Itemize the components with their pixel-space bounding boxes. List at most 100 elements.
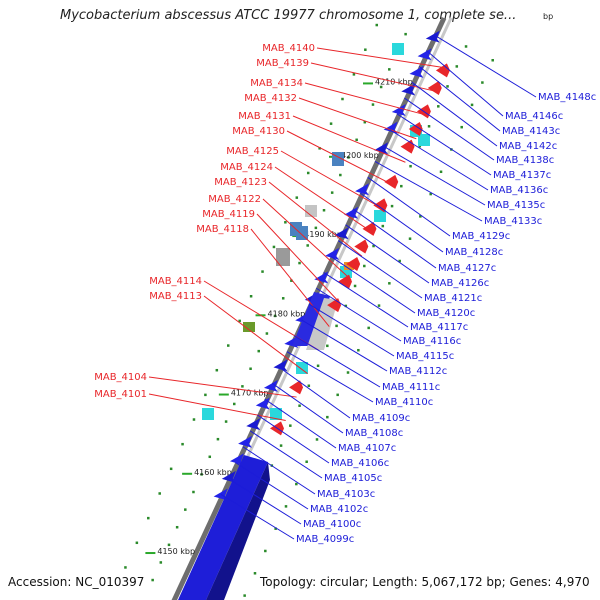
reverse-leader-line [264,398,337,449]
scale-label: 4200 kbp [341,151,379,160]
reverse-gene-label: MAB_4128c [445,247,503,258]
reverse-leader-line [227,478,302,525]
left-dot-track [305,460,308,464]
reverse-gene-arrow [314,271,329,284]
rna-gene-box [374,210,386,222]
forward-leader-line [280,150,384,210]
left-dot-track [398,259,401,263]
reverse-leader-line [367,176,451,237]
reverse-gene-arrow [273,359,288,372]
forward-gene-label: MAB_4132 [244,93,297,104]
forward-gene-arrow [435,63,450,78]
reverse-gene-label: MAB_4107c [338,443,396,454]
right-inner-dot-track [339,173,342,177]
right-inner-dot-track [167,543,171,547]
reverse-leader-line [249,430,323,479]
reverse-gene-label: MAB_4117c [410,322,468,333]
left-dot-track [315,438,319,441]
right-inner-dot-track [233,402,236,406]
reverse-leader-line [257,414,330,464]
pseudogene-block [305,205,317,217]
left-inner-dot-track [446,85,449,88]
reverse-leader-line [293,335,381,388]
forward-gene-arrow [384,174,399,189]
right-inner-dot-track [175,525,179,529]
reverse-gene-arrow [355,183,370,196]
right-dot-track [249,294,253,298]
reverse-leader-line [426,50,504,117]
reverse-leader-line [345,224,430,284]
right-inner-dot-track [281,297,285,300]
feature-box-orange [344,262,354,270]
left-inner-dot-track [372,244,375,248]
left-inner-dot-track [316,364,320,368]
right-inner-dot-track [322,208,326,212]
left-inner-dot-track [390,204,394,208]
forward-leader-line [256,213,341,304]
left-dot-track [336,393,339,397]
reverse-leader-line [411,81,498,147]
rna-gene-box [270,408,282,420]
right-inner-dot-track [216,437,220,441]
left-inner-dot-track [326,344,329,348]
left-dot-track [408,237,412,240]
forward-leader-line [310,62,439,93]
forward-leader-line [250,228,330,327]
forward-leader-line [316,47,449,69]
right-inner-dot-track [241,385,244,388]
left-inner-dot-track [363,264,366,268]
reverse-leader-line [374,161,483,222]
left-inner-dot-track [400,184,403,188]
rna-gene-box [296,362,308,374]
forward-gene-arrow [408,122,423,137]
forward-gene-label: MAB_4123 [214,177,267,188]
left-inner-dot-track [455,65,459,68]
reverse-gene-label: MAB_4146c [505,111,563,122]
reverse-gene-label: MAB_4105c [324,473,382,484]
right-inner-dot-track [208,455,212,459]
right-inner-dot-track [404,32,407,36]
right-dot-track [169,467,173,471]
reverse-gene-arrow [391,104,406,117]
scale-label: 4160 kbp [194,468,232,477]
right-dot-track [204,393,207,397]
reverse-gene-label: MAB_4127c [438,263,496,274]
right-dot-track [284,221,287,224]
left-inner-dot-track [335,324,338,328]
reverse-leader-line [396,113,492,176]
left-dot-track [346,371,350,374]
reverse-gene-label: MAB_4129c [452,231,510,242]
rna-gene-box [392,43,404,55]
left-dot-track [377,304,381,307]
reverse-gene-label: MAB_4142c [499,141,557,152]
left-dot-track [326,415,329,419]
right-inner-dot-track [200,473,203,476]
left-inner-dot-track [409,164,412,168]
forward-gene-arrow [289,380,304,395]
reverse-gene-label: MAB_4133c [484,216,542,227]
right-dot-track [181,442,184,446]
reverse-leader-line [301,319,388,372]
forward-gene-arrow [354,239,369,254]
left-dot-track [295,482,298,486]
accession-label: Accession: NC_010397 [8,575,145,589]
reverse-gene-label: MAB_4115c [396,351,454,362]
forward-gene-arrow [373,198,388,213]
left-dot-track [491,58,494,62]
forward-gene-label: MAB_4118 [196,224,249,235]
cds-box [296,226,308,240]
reverse-leader-line [323,271,409,328]
right-inner-dot-track [298,261,301,265]
right-dot-track [329,122,333,125]
forward-leader-line [262,198,352,281]
forward-gene-label: MAB_4114 [149,276,202,287]
right-inner-dot-track [363,120,367,124]
reverse-leader-line [352,208,437,269]
reverse-leader-line [389,129,489,191]
forward-gene-label: MAB_4139 [256,58,309,69]
reverse-leader-line [404,97,495,161]
left-dot-track [481,81,484,84]
right-inner-dot-track [371,103,375,106]
right-inner-dot-track [151,578,154,582]
